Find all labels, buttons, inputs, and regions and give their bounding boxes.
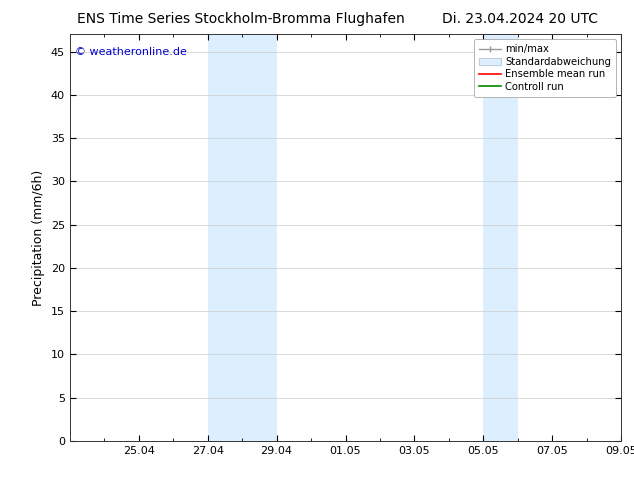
Text: ENS Time Series Stockholm-Bromma Flughafen: ENS Time Series Stockholm-Bromma Flughaf… — [77, 12, 404, 26]
Legend: min/max, Standardabweichung, Ensemble mean run, Controll run: min/max, Standardabweichung, Ensemble me… — [474, 39, 616, 97]
Text: © weatheronline.de: © weatheronline.de — [75, 47, 187, 56]
Bar — [207, 34, 276, 441]
Bar — [483, 34, 518, 441]
Text: Di. 23.04.2024 20 UTC: Di. 23.04.2024 20 UTC — [442, 12, 598, 26]
Y-axis label: Precipitation (mm/6h): Precipitation (mm/6h) — [32, 170, 45, 306]
